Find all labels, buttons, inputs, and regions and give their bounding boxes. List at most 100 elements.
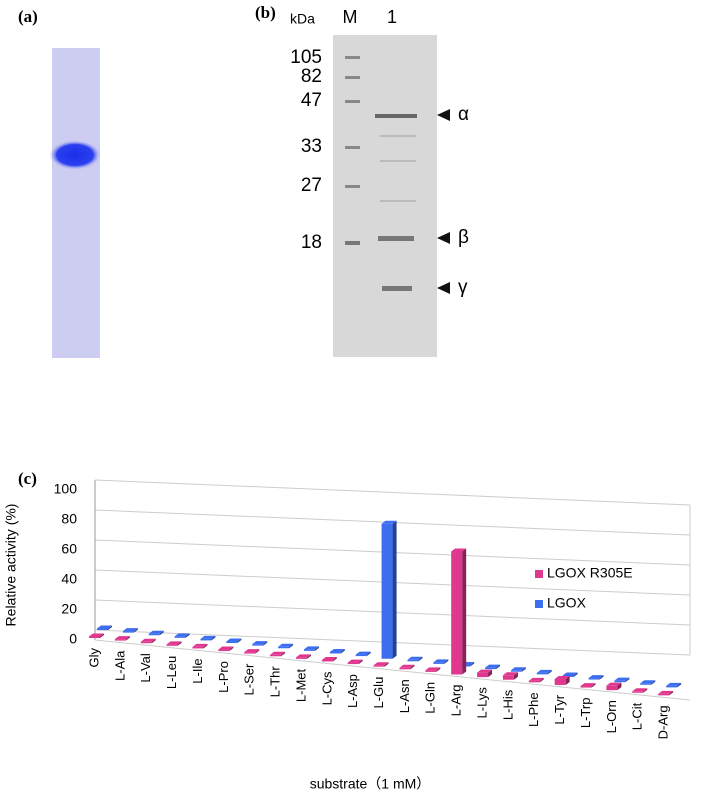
arrow — [437, 109, 450, 121]
x-tick-label: L-Ser — [242, 663, 257, 695]
band-label: β — [458, 227, 469, 248]
bar — [89, 633, 104, 638]
gel-band — [49, 140, 101, 170]
bar — [666, 682, 682, 688]
bar — [218, 646, 234, 652]
bar — [355, 651, 371, 657]
bar — [97, 625, 112, 630]
legend-label: LGOX R305E — [547, 565, 633, 581]
bar — [244, 649, 260, 654]
bar — [606, 682, 622, 691]
x-tick-label: L-Asp — [345, 674, 360, 708]
y-tick-label: 40 — [61, 571, 77, 587]
x-tick-label: L-Orn — [604, 700, 619, 733]
marker-label: 33 — [301, 136, 322, 157]
bar — [148, 630, 164, 636]
axis — [94, 639, 691, 701]
gel-bands — [345, 56, 417, 291]
legend-swatch — [535, 600, 543, 608]
bar — [122, 628, 138, 633]
x-tick-label: L-Leu — [164, 656, 179, 689]
bar — [347, 659, 363, 665]
bar — [632, 688, 648, 693]
x-tick-label: L-Tyr — [552, 694, 567, 724]
y-tick-label: 60 — [61, 541, 77, 557]
x-tick-label: L-Met — [293, 668, 308, 702]
bar — [433, 659, 449, 664]
bar — [528, 677, 544, 683]
bar — [321, 656, 337, 662]
x-tick-label: L-Phe — [526, 692, 541, 727]
bar — [295, 654, 311, 659]
bar — [451, 548, 467, 675]
bar — [399, 664, 415, 670]
bar — [658, 690, 674, 696]
x-tick-label: L-Asn — [397, 679, 412, 713]
bar — [580, 683, 596, 688]
panel-label: (c) — [18, 469, 37, 488]
bar — [485, 664, 501, 670]
x-tick-label: L-Cys — [319, 671, 334, 705]
bar — [252, 641, 268, 646]
x-tick-label: L-Lys — [474, 687, 489, 719]
panel-label: (b) — [255, 3, 276, 22]
bar — [554, 675, 570, 685]
legend-label: LGOX — [547, 595, 587, 611]
x-tick-label: L-Cit — [630, 702, 645, 730]
marker-label: 18 — [301, 232, 322, 253]
bar — [640, 680, 656, 685]
x-tick-label: L-Thr — [268, 666, 283, 698]
bar — [140, 638, 156, 644]
bar — [381, 520, 397, 659]
x-tick-label: L-His — [500, 689, 515, 720]
bar — [166, 641, 182, 646]
marker-label: 105 — [290, 47, 322, 68]
y-tick-label: 100 — [54, 481, 78, 497]
x-axis-title: substrate（1 mM） — [310, 776, 431, 792]
bar — [303, 646, 319, 651]
x-tick-label: D-Arg — [656, 705, 671, 739]
gel-a — [52, 48, 100, 358]
band-label: γ — [458, 277, 468, 298]
bar — [192, 643, 208, 649]
bar — [226, 638, 242, 644]
x-tick-label: L-Gln — [423, 682, 438, 714]
bar — [536, 669, 552, 675]
x-tick-label: L-Ala — [112, 650, 127, 681]
x-tick-label: L-Arg — [449, 685, 464, 717]
y-tick-label: 0 — [69, 631, 77, 647]
arrow — [437, 232, 450, 244]
x-tick-label: L-Trp — [578, 698, 593, 729]
grid-line — [94, 479, 691, 506]
marker-label: 47 — [301, 90, 322, 111]
y-tick-label: 80 — [61, 511, 77, 527]
x-tick-label: L-Val — [138, 653, 153, 682]
panel-label: (a) — [18, 7, 38, 26]
bar — [425, 667, 441, 672]
bar — [477, 669, 493, 678]
bar — [614, 677, 630, 683]
y-tick-label: 20 — [61, 601, 77, 617]
band-label: α — [458, 104, 469, 125]
bar — [588, 675, 604, 680]
x-tick-label: L-Glu — [371, 677, 386, 709]
bar — [278, 643, 294, 649]
x-tick-label: L-Ile — [190, 658, 205, 683]
y-axis-title: Relative activity (%) — [3, 504, 19, 627]
bar — [329, 648, 345, 654]
bar — [174, 633, 190, 638]
marker-label: 27 — [301, 175, 322, 196]
gel-b — [333, 35, 437, 357]
bar — [373, 662, 389, 667]
legend-swatch — [535, 570, 543, 578]
x-tick-label: Gly — [86, 648, 101, 668]
lane-label: 1 — [387, 7, 397, 27]
marker-label: 82 — [301, 66, 322, 87]
bar — [510, 667, 526, 672]
bar — [114, 636, 130, 641]
lane-label: M — [343, 7, 358, 27]
bar — [502, 672, 518, 680]
arrow — [437, 282, 450, 294]
